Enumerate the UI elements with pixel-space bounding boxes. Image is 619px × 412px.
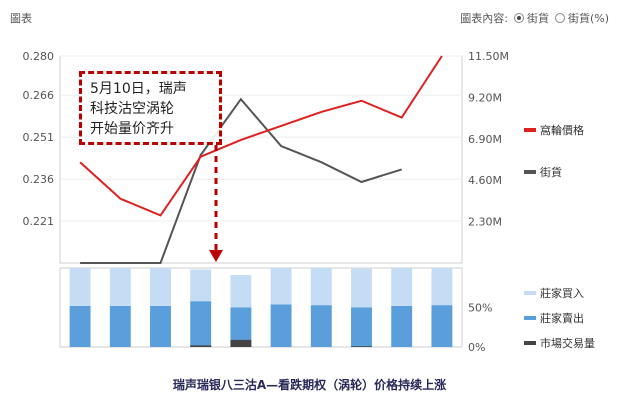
legend-label: 街貨 [540,165,562,179]
right-tick-label: 6.90M [468,133,502,146]
options-label: 圖表內容: [460,12,508,25]
chart-tab-label: 圖表 [10,12,32,25]
bottom-tick-label: 0% [468,341,485,354]
right-tick-label: 11.50M [468,50,509,63]
annotation-line-2: 科技沽空涡轮 [90,101,174,117]
legend-swatch [524,170,536,174]
chart-content-options: 圖表內容: 街貨 街貨(%) [460,10,609,26]
legend-label: 莊家買入 [540,286,584,300]
bar-sold-segment [270,304,292,347]
bottom-tick-label: 50% [468,302,492,315]
left-tick-label: 0.251 [23,131,55,144]
bar-sold-segment [310,305,332,347]
bar-market-segment [190,345,212,347]
left-tick-label: 0.236 [23,173,55,186]
bar-sold-segment [150,305,171,347]
left-tick-label: 0.280 [23,50,55,63]
left-tick-label: 0.221 [23,215,55,228]
bar-sold-segment [190,301,212,347]
right-tick-label: 9.20M [468,91,502,104]
bar-bought-segment [190,269,212,302]
bar-bought-segment [270,268,292,305]
left-tick-label: 0.266 [23,89,55,102]
chart-caption: 瑞声瑞银八三沽A—看跌期权（涡轮）价格持续上涨 [172,378,447,392]
bar-bought-segment [351,268,372,308]
legend-label: 莊家賣出 [540,311,584,325]
bar-bought-segment [69,268,91,306]
annotation-line-3: 开始量价齐升 [90,121,174,137]
bar-sold-segment [431,305,453,347]
outstanding-line [80,97,402,264]
annotation-line-1: 5月10日，瑞声 [90,81,187,97]
bar-sold-segment [391,305,413,347]
option-outstanding[interactable]: 街貨 [513,10,549,26]
legend-swatch [524,291,536,295]
bottom-plot-frame [59,267,463,348]
option-outstanding-percent-label: 街貨(%) [567,12,609,25]
bar-sold-segment [351,307,372,347]
legend-swatch [524,341,536,345]
annotation-arrowhead [209,250,223,262]
option-outstanding-percent[interactable]: 街貨(%) [554,10,609,26]
bar-sold-segment [69,305,91,347]
bar-market-segment [230,339,252,347]
price-line [79,55,443,217]
bar-bought-segment [150,268,171,306]
right-tick-label: 4.60M [468,174,502,187]
bar-sold-segment [230,307,252,347]
legend-swatch [524,316,536,320]
bar-sold-segment [109,305,131,347]
radio-unselected-icon[interactable] [554,13,565,23]
bar-bought-segment [230,275,252,308]
legend-label: 窩輪價格 [540,123,584,137]
bar-bought-segment [431,268,453,306]
right-tick-label: 2.30M [468,216,502,229]
annotation-box: 5月10日，瑞声 科技沽空涡轮 开始量价齐升 [79,71,222,145]
legend-label: 市場交易量 [540,336,595,350]
radio-selected-icon[interactable] [513,13,524,23]
bar-bought-segment [310,268,332,306]
bar-bought-segment [109,268,131,306]
legend-swatch [524,128,536,132]
option-outstanding-label: 街貨 [526,12,549,25]
bar-market-segment [351,346,372,347]
bar-bought-segment [391,268,413,306]
chart-header: 圖表 圖表內容: 街貨 街貨(%) [0,0,619,34]
